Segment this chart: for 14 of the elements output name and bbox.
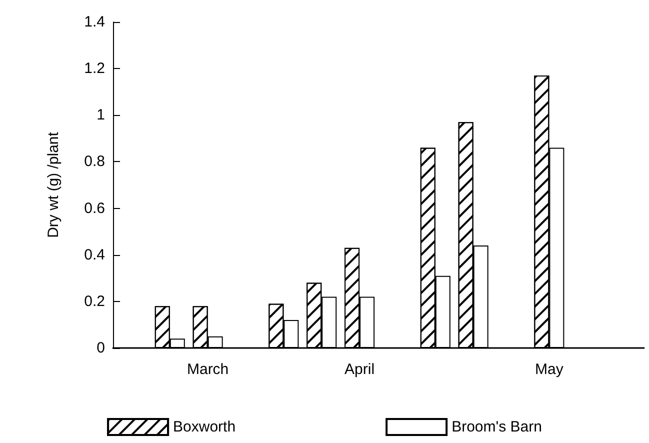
x-tick-label: April xyxy=(344,361,375,378)
y-tick-label: 0 xyxy=(96,340,105,356)
y-tick-label: 0.6 xyxy=(84,200,105,217)
x-tick-label: March xyxy=(186,361,229,378)
y-tick-label: 0.8 xyxy=(84,153,105,170)
y-tick-label: 0.4 xyxy=(84,246,105,264)
x-tick-label: May xyxy=(535,361,564,378)
y-tick-label: 0.2 xyxy=(84,292,105,310)
legend-label: Boxworth xyxy=(173,418,236,436)
y-tick-label: 1 xyxy=(96,106,105,124)
y-tick-label: 1.2 xyxy=(84,60,105,78)
legend-label: Broom's Barn xyxy=(452,418,542,436)
y-tick-label: 1.4 xyxy=(84,14,105,30)
y-axis-title: Dry wt (g) /plant xyxy=(45,131,62,238)
